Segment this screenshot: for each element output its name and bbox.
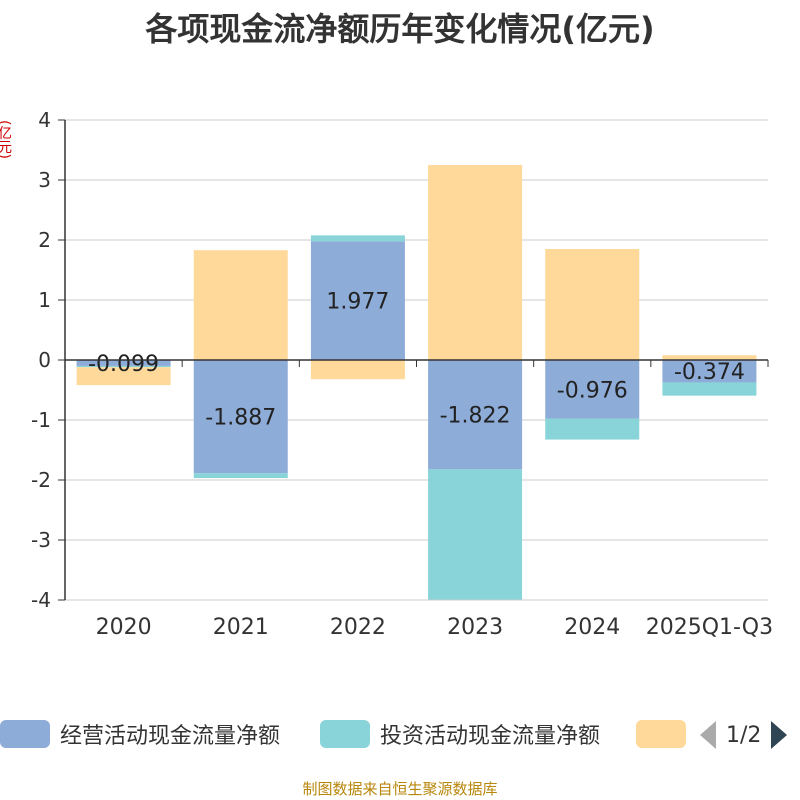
legend-label-investing: 投资活动现金流量净额 [380,724,601,749]
data-label: -1.822 [440,404,511,429]
y-tick-label: -1 [31,408,51,432]
legend-item-operating[interactable]: 经营活动现金流量净额 [0,716,280,752]
bar-segment [428,165,523,360]
legend-item-financing[interactable] [636,716,696,752]
x-tick-label: 2024 [564,615,620,640]
bar-segment [662,360,757,383]
bar-segment [76,365,171,368]
legend-label-operating: 经营活动现金流量净额 [60,724,281,749]
legend-swatch-investing [320,720,370,748]
bar-segment [310,241,405,360]
bar-segment [428,469,523,600]
bar-segment [662,382,757,396]
legend-item-investing[interactable]: 投资活动现金流量净额 [320,716,600,752]
bar-segment [76,360,171,366]
legend: 经营活动现金流量净额 投资活动现金流量净额 1/2 [0,712,800,756]
chart-title: 各项现金流净额历年变化情况(亿元) [145,10,655,48]
legend-next-page-icon[interactable] [771,721,788,749]
bar-segment [545,249,640,360]
y-tick-label: 3 [38,168,51,192]
bar-segment [428,360,523,470]
bar-segment [310,235,405,242]
bar-segment [310,360,405,380]
y-tick-label: 4 [38,108,51,132]
y-tick-label: 2 [38,228,51,252]
y-tick-label: 0 [38,348,51,372]
x-tick-label: 2025Q1-Q3 [646,615,773,640]
bar-segment [193,250,288,360]
x-tick-label: 2020 [96,615,152,640]
x-tick-label: 2021 [213,615,269,640]
bar-segment [193,473,288,479]
bar-segment [76,367,171,386]
y-tick-label: -3 [31,528,51,552]
y-tick-label: 1 [38,288,51,312]
legend-pager: 1/2 [700,718,788,752]
legend-swatch-operating [0,720,50,748]
data-label: -1.887 [205,406,276,431]
y-axis-unit-label: (亿元) [0,120,12,159]
legend-prev-page-icon[interactable] [700,721,716,749]
x-tick-label: 2022 [330,615,386,640]
legend-swatch-financing [636,720,686,748]
legend-page-indicator: 1/2 [726,722,762,748]
data-label: -0.976 [557,378,628,403]
bar-segment [545,360,640,419]
bar-segment [545,418,640,440]
bar-segment [662,355,757,360]
x-tick-label: 2023 [447,615,503,640]
y-tick-label: -4 [31,588,51,612]
data-label: -0.374 [674,360,745,385]
data-label: -0.099 [88,352,159,377]
y-tick-label: -2 [31,468,51,492]
source-note: 制图数据来自恒生聚源数据库 [302,780,498,798]
data-label: 1.977 [326,290,389,315]
bar-segment [193,360,288,474]
